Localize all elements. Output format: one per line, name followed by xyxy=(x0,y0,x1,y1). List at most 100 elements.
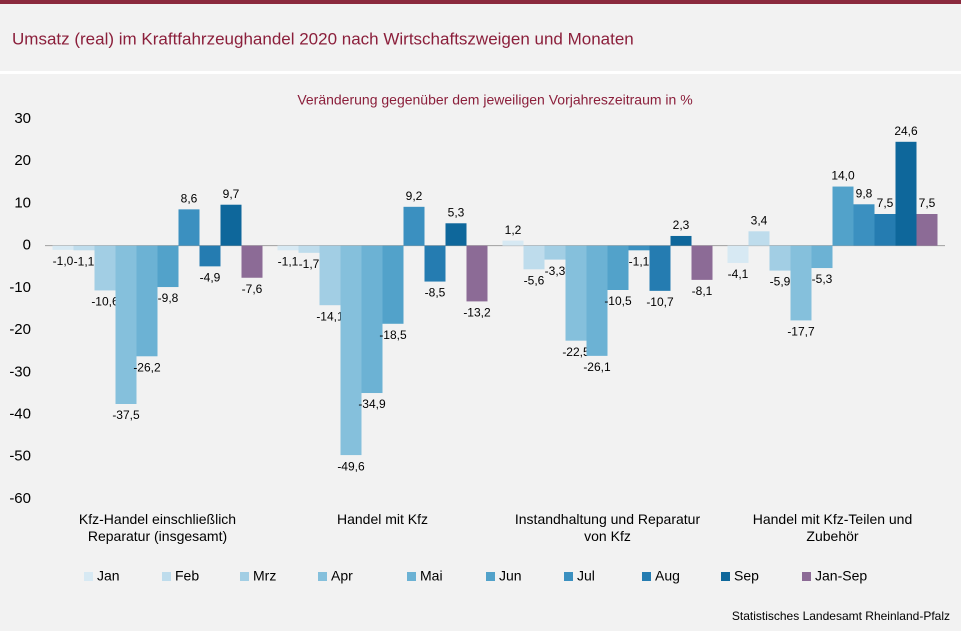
value-label: -49,6 xyxy=(337,459,365,473)
legend-label: Jan-Sep xyxy=(815,568,867,584)
value-label: 1,2 xyxy=(505,223,522,237)
bar xyxy=(811,245,833,269)
value-label: -10,7 xyxy=(646,295,674,309)
value-label: 9,7 xyxy=(223,187,240,201)
value-label: -26,2 xyxy=(133,360,161,374)
bar xyxy=(853,204,875,246)
bar xyxy=(382,245,404,324)
bar xyxy=(94,245,116,291)
value-label: -1,1 xyxy=(278,254,299,268)
legend-label: Jul xyxy=(577,568,595,584)
bar xyxy=(178,209,200,246)
bar xyxy=(832,186,854,246)
value-label: -34,9 xyxy=(358,397,386,411)
value-label: 9,2 xyxy=(406,189,423,203)
legend-label: Mai xyxy=(420,568,443,584)
legend-swatch xyxy=(486,572,495,581)
legend-swatch xyxy=(802,572,811,581)
value-label: 2,3 xyxy=(673,218,690,232)
bar xyxy=(874,214,896,246)
value-label: 9,8 xyxy=(856,186,873,200)
bar xyxy=(277,245,299,251)
y-tick-label: 10 xyxy=(14,194,31,211)
legend-swatch xyxy=(162,572,171,581)
bar xyxy=(670,235,692,246)
value-label: -17,7 xyxy=(787,325,815,339)
bar xyxy=(586,245,608,356)
legend-swatch xyxy=(642,572,651,581)
value-label: -1,1 xyxy=(74,254,95,268)
bar xyxy=(340,245,362,456)
value-label: -37,5 xyxy=(112,408,140,422)
bar xyxy=(157,245,179,288)
chart-subtitle: Veränderung gegenüber dem jeweiligen Vor… xyxy=(297,92,692,108)
top-border xyxy=(0,0,961,4)
bar xyxy=(241,245,263,278)
x-tick-label: Handel mit Kfz-Teilen und Zubehör xyxy=(752,511,913,544)
value-label: -1,7 xyxy=(299,257,320,271)
value-label: -5,9 xyxy=(770,275,791,289)
y-tick-label: -10 xyxy=(9,279,31,296)
legend-label: Jan xyxy=(97,568,120,584)
x-tick-label: Kfz-Handel einschließlich Reparatur (ins… xyxy=(78,511,237,544)
bar xyxy=(523,245,545,270)
value-label: -3,3 xyxy=(545,264,566,278)
legend-swatch xyxy=(407,572,416,581)
separator xyxy=(0,71,961,74)
y-tick-label: -20 xyxy=(9,321,31,338)
legend-swatch xyxy=(240,572,249,581)
legend-label: Aug xyxy=(655,568,680,584)
y-tick-label: -60 xyxy=(9,490,31,507)
value-label: -8,5 xyxy=(425,286,446,300)
y-tick-label: 0 xyxy=(23,237,31,254)
bar xyxy=(298,245,320,253)
bar xyxy=(199,245,221,267)
value-label: -1,0 xyxy=(53,254,74,268)
bar xyxy=(115,245,137,404)
value-label: -7,6 xyxy=(242,282,263,296)
value-label: 7,5 xyxy=(919,196,936,210)
legend-label: Feb xyxy=(175,568,199,584)
value-label: 8,6 xyxy=(181,192,198,206)
y-tick-label: -40 xyxy=(9,406,31,423)
legend-label: Mrz xyxy=(253,568,276,584)
value-label: -5,6 xyxy=(524,273,545,287)
legend-swatch xyxy=(564,572,573,581)
bar xyxy=(319,245,341,306)
value-label: -10,6 xyxy=(91,295,119,309)
bar xyxy=(361,245,383,394)
source: Statistisches Landesamt Rheinland-Pfalz xyxy=(732,609,950,623)
value-label: -9,8 xyxy=(158,291,179,305)
legend-label: Jun xyxy=(499,568,522,584)
y-tick-label: 20 xyxy=(14,152,31,169)
value-label: -5,3 xyxy=(812,272,833,286)
value-label: -13,2 xyxy=(463,306,491,320)
value-label: -22,5 xyxy=(562,345,590,359)
bar xyxy=(727,245,749,263)
bar xyxy=(895,141,917,246)
bar xyxy=(424,245,446,282)
legend-label: Sep xyxy=(734,568,759,584)
value-label: -14,1 xyxy=(316,309,344,323)
x-tick-label: Handel mit Kfz xyxy=(336,511,429,527)
legend-swatch xyxy=(318,572,327,581)
value-label: -8,1 xyxy=(692,284,713,298)
bar xyxy=(73,245,95,251)
value-label: -4,9 xyxy=(200,271,221,285)
legend-swatch xyxy=(721,572,730,581)
bar xyxy=(790,245,812,321)
y-tick-label: -50 xyxy=(9,448,31,465)
bar xyxy=(136,245,158,357)
legend-label: Apr xyxy=(331,568,353,584)
value-label: 14,0 xyxy=(831,169,855,183)
y-tick-label: -30 xyxy=(9,363,31,380)
bar xyxy=(544,245,566,260)
bar xyxy=(607,245,629,290)
value-label: 7,5 xyxy=(877,196,894,210)
value-label: 5,3 xyxy=(448,205,465,219)
value-label: -1,1 xyxy=(629,254,650,268)
value-label: -10,5 xyxy=(604,294,632,308)
value-label: -4,1 xyxy=(728,267,749,281)
x-tick-label: Instandhaltung und Reparatur von Kfz xyxy=(514,511,701,544)
